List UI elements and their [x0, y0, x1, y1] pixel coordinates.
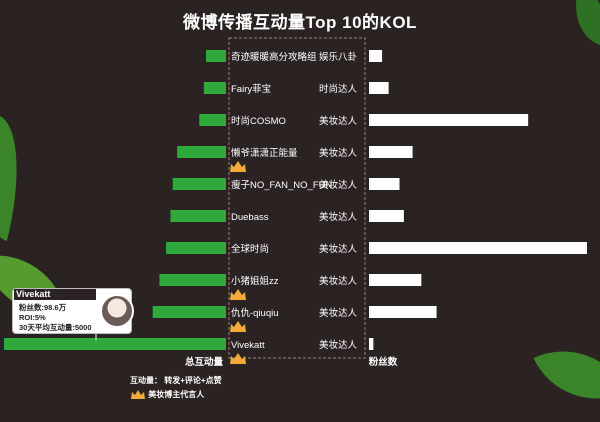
- kol-name-label-9: Vivekatt: [231, 340, 265, 351]
- kol-name-label-3: 懒爷潇潇正能量: [231, 147, 298, 159]
- interaction-bar-7: [159, 274, 226, 286]
- crown-icon-3: [230, 161, 246, 172]
- kol-name-label-1: Fairy菲宝: [231, 83, 271, 95]
- kol-avatar: [100, 294, 134, 328]
- interaction-axis-label: 总互动量: [185, 356, 224, 368]
- interaction-bar-3: [177, 146, 226, 158]
- kol-type-label-6: 美妆达人: [319, 243, 358, 255]
- kol-name-label-4: 瘦子NO_FAN_NO_FUN: [231, 179, 332, 191]
- follower-bar-2: [369, 114, 529, 126]
- follower-bar-4: [369, 178, 400, 190]
- label-panel-frame: [228, 37, 366, 359]
- kol-callout-roi: ROI:5%: [19, 313, 46, 322]
- kol-callout-avg-interaction: 30天平均互动量:5000: [19, 323, 92, 332]
- follower-bar-0: [369, 50, 383, 62]
- kol-type-label-7: 美妆达人: [319, 275, 358, 287]
- kol-callout-followers: 粉丝数:98.6万: [19, 303, 67, 312]
- chart-legend: 互动量： 转发+评论+点赞 美妆博主代言人: [130, 374, 222, 402]
- follower-bar-9: [369, 338, 374, 350]
- kol-name-label-7: 小猪姐姐zz: [231, 275, 279, 287]
- interaction-bar-0: [206, 50, 226, 62]
- follower-bar-1: [369, 82, 389, 94]
- kol-type-label-5: 美妆达人: [319, 211, 358, 223]
- kol-name-label-8: 仇仇-qiuqiu: [231, 307, 279, 319]
- follower-bar-6: [369, 242, 587, 254]
- kol-type-label-2: 美妆达人: [319, 115, 358, 127]
- follower-axis-label: 粉丝数: [369, 356, 398, 368]
- crown-icon-8: [230, 321, 246, 332]
- follower-bar-8: [369, 306, 437, 318]
- kol-type-label-1: 时尚达人: [319, 83, 358, 95]
- chart-title: 微博传播互动量Top 10的KOL: [183, 13, 417, 32]
- interaction-bar-2: [199, 114, 226, 126]
- kol-name-label-6: 全球时尚: [231, 243, 269, 255]
- kol-name-label-0: 奇迹暖暖高分攻略组: [231, 51, 317, 63]
- kol-callout-details: 粉丝数:98.6万 ROI:5% 30天平均互动量:5000: [19, 293, 92, 333]
- interaction-bar-8: [152, 306, 226, 318]
- interaction-bar-6: [166, 242, 226, 254]
- interaction-bar-4: [172, 178, 226, 190]
- interaction-bar-5: [170, 210, 226, 222]
- kol-type-label-3: 美妆达人: [319, 147, 358, 159]
- crown-icon-7: [230, 289, 246, 300]
- legend-interaction-desc: 转发+评论+点赞: [164, 376, 222, 385]
- interaction-bar-1: [203, 82, 226, 94]
- crown-icon-9: [230, 353, 246, 364]
- legend-interaction-key: 互动量：: [130, 376, 162, 385]
- follower-bar-7: [369, 274, 422, 286]
- legend-crown-desc: 美妆博主代言人: [148, 390, 205, 399]
- kol-type-label-9: 美妆达人: [319, 339, 358, 351]
- kol-callout-name: Vivekatt: [14, 289, 96, 300]
- kol-type-label-8: 美妆达人: [319, 307, 358, 319]
- kol-type-label-4: 美妆达人: [319, 179, 358, 191]
- kol-type-label-0: 娱乐八卦: [319, 51, 358, 63]
- follower-bar-3: [369, 146, 413, 158]
- interaction-bar-9: [4, 338, 226, 350]
- kol-name-label-2: 时尚COSMO: [231, 115, 286, 127]
- kol-name-label-5: Duebass: [231, 212, 269, 223]
- crown-icon: [131, 389, 145, 399]
- follower-bar-5: [369, 210, 404, 222]
